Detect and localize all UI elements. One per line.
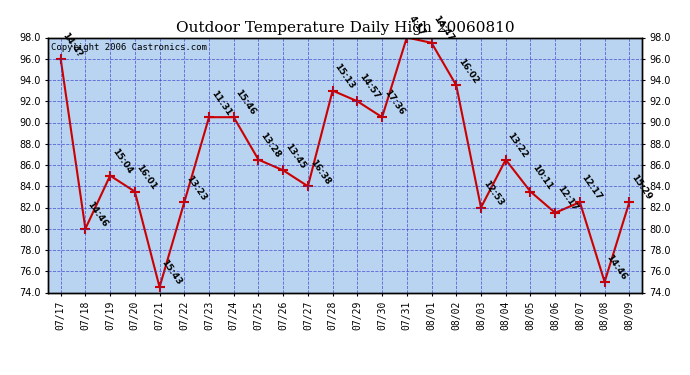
Text: 4:17: 4:17	[407, 14, 427, 38]
Text: 12:17: 12:17	[555, 184, 579, 213]
Text: 17:36: 17:36	[382, 88, 406, 117]
Text: 15:13: 15:13	[333, 62, 357, 91]
Text: 15:43: 15:43	[159, 258, 184, 287]
Text: 16:02: 16:02	[456, 57, 480, 85]
Text: Copyright 2006 Castronics.com: Copyright 2006 Castronics.com	[51, 43, 207, 52]
Text: 15:29: 15:29	[629, 174, 653, 202]
Text: 14:4?: 14:4?	[61, 31, 84, 59]
Text: 13:23: 13:23	[184, 174, 208, 202]
Text: 12:17: 12:17	[580, 174, 604, 202]
Text: 14:47: 14:47	[431, 14, 455, 43]
Text: 13:45: 13:45	[283, 142, 307, 170]
Text: 12:53: 12:53	[481, 179, 505, 207]
Text: 15:46: 15:46	[234, 88, 257, 117]
Text: 14:57: 14:57	[357, 72, 382, 101]
Text: 11:31: 11:31	[209, 88, 233, 117]
Text: 16:01: 16:01	[135, 163, 159, 192]
Text: 10:11: 10:11	[531, 163, 554, 192]
Text: 14:46: 14:46	[604, 253, 629, 282]
Text: 15:04: 15:04	[110, 147, 134, 176]
Text: 16:38: 16:38	[308, 158, 332, 186]
Text: 13:28: 13:28	[259, 131, 282, 160]
Text: 14:46: 14:46	[86, 200, 109, 229]
Title: Outdoor Temperature Daily High 20060810: Outdoor Temperature Daily High 20060810	[176, 21, 514, 35]
Text: 13:22: 13:22	[506, 131, 529, 160]
